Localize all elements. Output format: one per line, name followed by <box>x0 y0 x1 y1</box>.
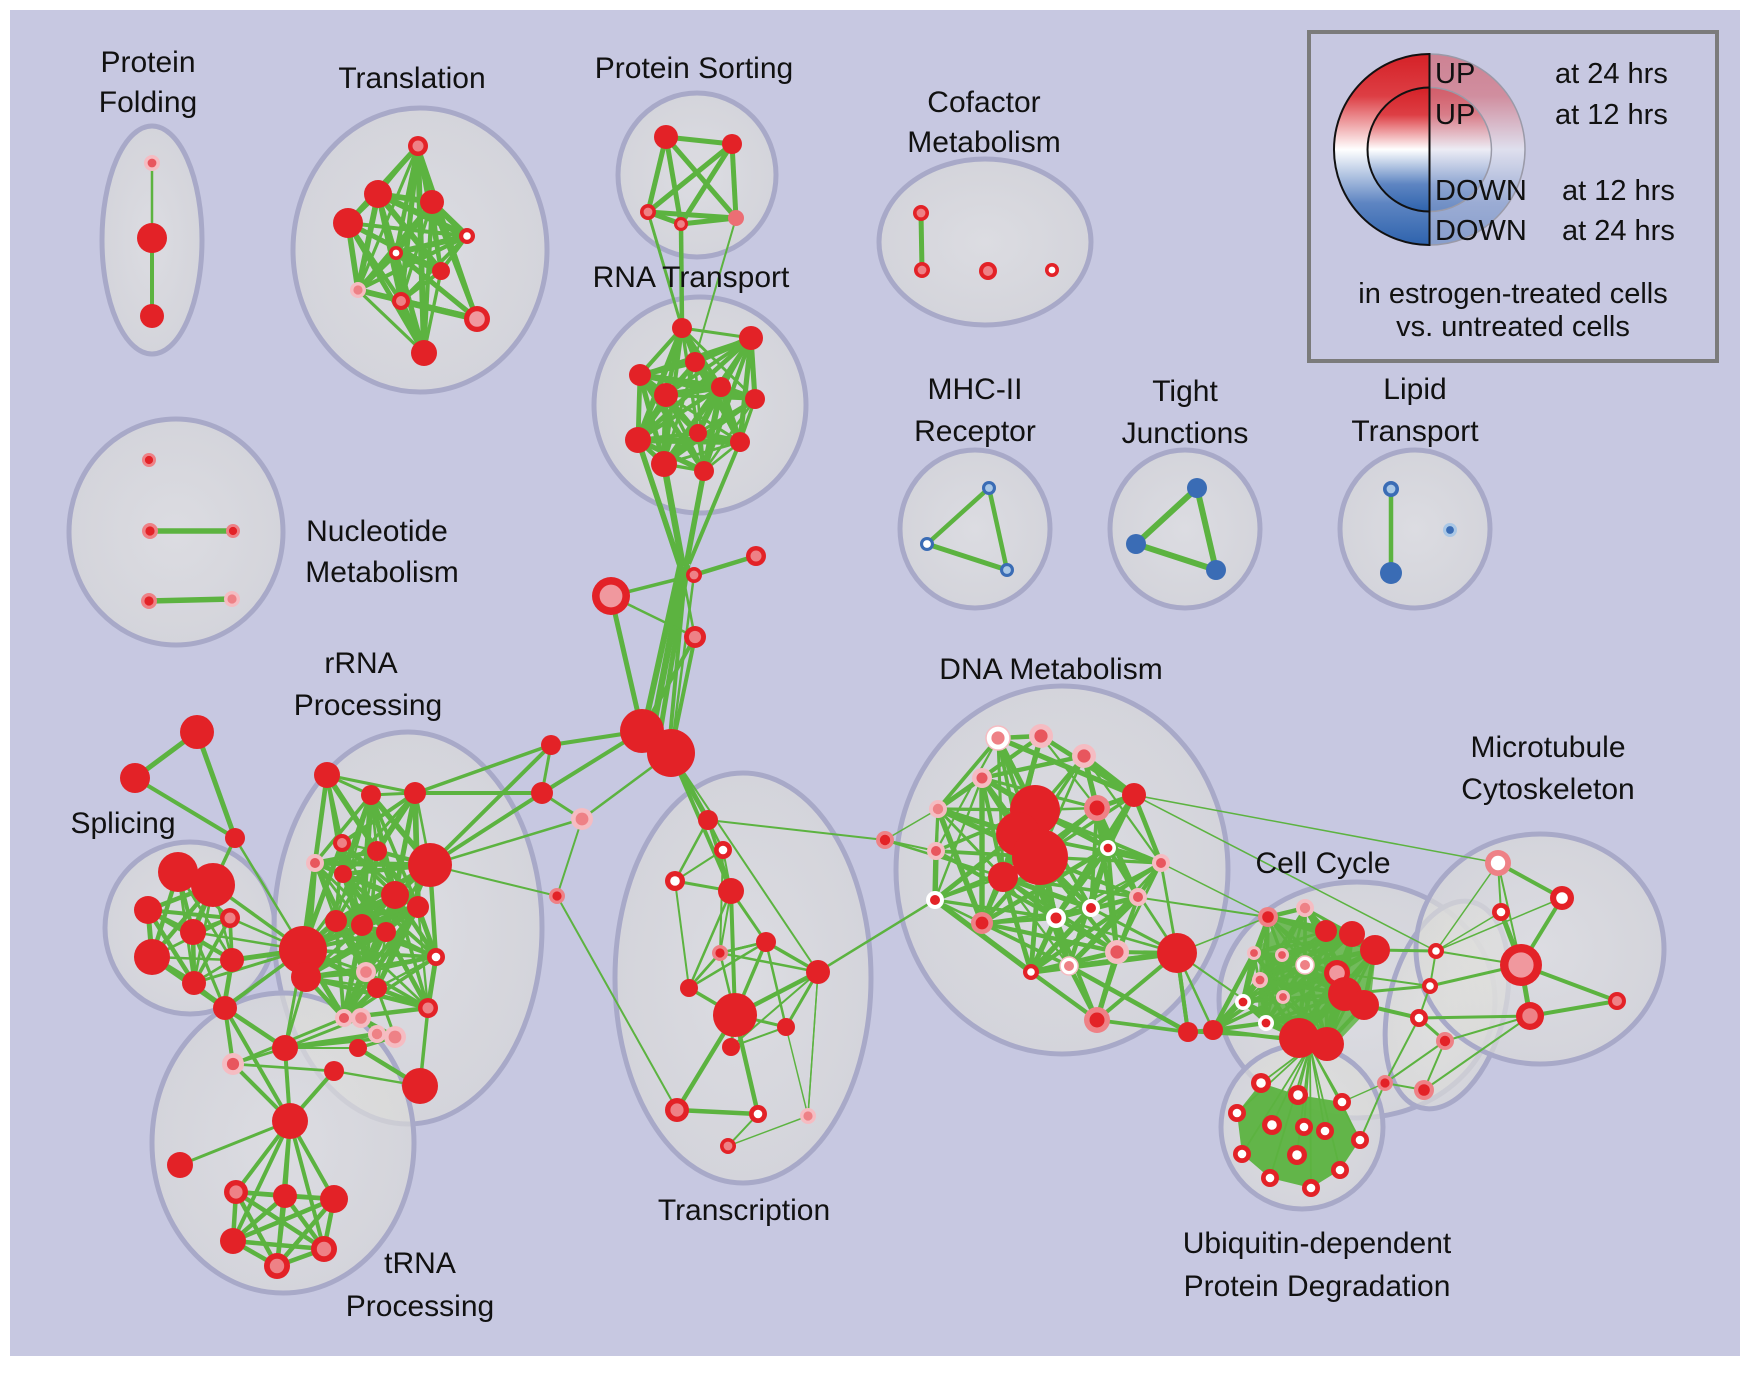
svg-text:Protein Degradation: Protein Degradation <box>1184 1270 1451 1303</box>
svg-text:Metabolism: Metabolism <box>305 556 458 589</box>
svg-text:Cell Cycle: Cell Cycle <box>1255 847 1390 880</box>
svg-text:Metabolism: Metabolism <box>907 126 1060 159</box>
svg-text:Transcription: Transcription <box>658 1194 830 1227</box>
svg-text:Processing: Processing <box>346 1290 494 1323</box>
svg-text:Splicing: Splicing <box>70 807 175 840</box>
svg-text:Cytoskeleton: Cytoskeleton <box>1461 773 1634 806</box>
svg-text:UP: UP <box>1435 99 1475 131</box>
svg-text:Junctions: Junctions <box>1122 417 1249 450</box>
svg-text:tRNA: tRNA <box>384 1247 456 1280</box>
svg-text:Tight: Tight <box>1152 375 1218 408</box>
svg-text:Microtubule: Microtubule <box>1470 731 1625 764</box>
svg-text:DOWN: DOWN <box>1435 215 1527 247</box>
svg-text:RNA Transport: RNA Transport <box>593 261 790 294</box>
svg-text:UP: UP <box>1435 58 1475 90</box>
svg-text:Ubiquitin-dependent: Ubiquitin-dependent <box>1183 1227 1452 1260</box>
svg-text:Receptor: Receptor <box>914 415 1036 448</box>
svg-text:at 12 hrs: at 12 hrs <box>1555 99 1668 131</box>
svg-text:DNA Metabolism: DNA Metabolism <box>939 653 1162 686</box>
svg-text:at 24 hrs: at 24 hrs <box>1555 58 1668 90</box>
svg-text:at 12 hrs: at 12 hrs <box>1562 175 1675 207</box>
svg-text:vs. untreated cells: vs. untreated cells <box>1396 311 1630 343</box>
svg-text:Protein Sorting: Protein Sorting <box>595 52 793 85</box>
svg-text:Translation: Translation <box>338 62 485 95</box>
svg-text:Cofactor: Cofactor <box>927 86 1040 119</box>
svg-text:DOWN: DOWN <box>1435 175 1527 207</box>
svg-text:Nucleotide: Nucleotide <box>306 515 448 548</box>
svg-text:MHC-II: MHC-II <box>928 373 1023 406</box>
svg-text:Protein: Protein <box>100 46 195 79</box>
svg-text:rRNA: rRNA <box>324 647 397 680</box>
svg-text:Transport: Transport <box>1351 415 1479 448</box>
svg-text:Folding: Folding <box>99 86 197 119</box>
svg-text:in estrogen-treated cells: in estrogen-treated cells <box>1358 278 1668 310</box>
svg-text:at 24 hrs: at 24 hrs <box>1562 215 1675 247</box>
svg-text:Lipid: Lipid <box>1383 373 1446 406</box>
svg-text:Processing: Processing <box>294 689 442 722</box>
